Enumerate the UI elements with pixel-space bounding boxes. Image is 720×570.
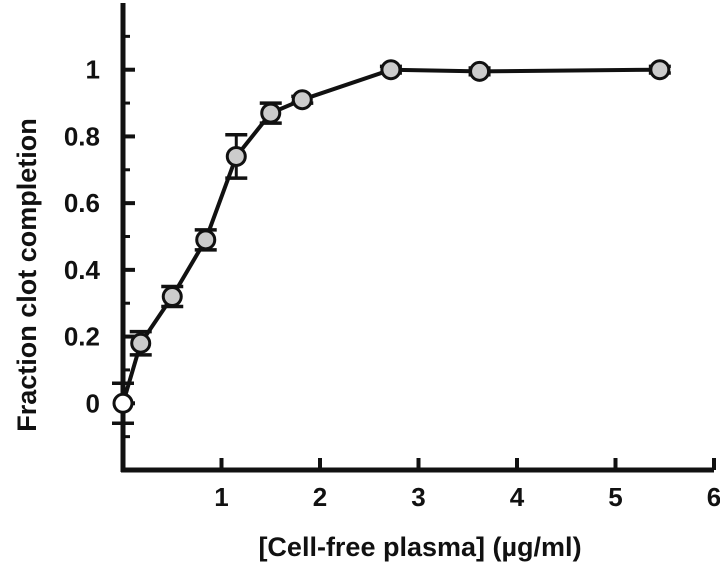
data-point	[195, 229, 217, 251]
x-tick-label: 5	[608, 482, 622, 512]
data-point	[260, 102, 282, 124]
x-tick-label: 3	[411, 482, 425, 512]
y-tick-label: 0.8	[64, 121, 100, 151]
y-tick-label: 0	[86, 388, 100, 418]
x-tick-label: 2	[313, 482, 327, 512]
series-line	[121, 67, 660, 404]
data-point	[649, 59, 671, 81]
data-series	[112, 59, 671, 426]
x-tick-label: 6	[707, 482, 720, 512]
y-tick-label: 0.2	[64, 322, 100, 352]
data-point	[291, 89, 313, 111]
x-tick-label: 4	[510, 482, 525, 512]
data-point	[161, 286, 183, 308]
data-point	[469, 60, 491, 82]
x-axis-title: [Cell-free plasma] (µg/ml)	[258, 532, 581, 562]
y-axis-title: Fraction clot completion	[12, 118, 42, 432]
y-tick-label: 1	[86, 55, 100, 85]
y-tick-label: 0.4	[64, 255, 101, 285]
data-point	[112, 392, 134, 414]
data-point	[380, 59, 402, 81]
data-point	[225, 145, 247, 167]
ticks: 1 2 3 4 5 6 0 0.2 0.4 0.6 0.8 1	[64, 34, 720, 512]
data-point	[130, 332, 152, 354]
y-tick-label: 0.6	[64, 188, 100, 218]
x-tick-label: 1	[214, 482, 228, 512]
